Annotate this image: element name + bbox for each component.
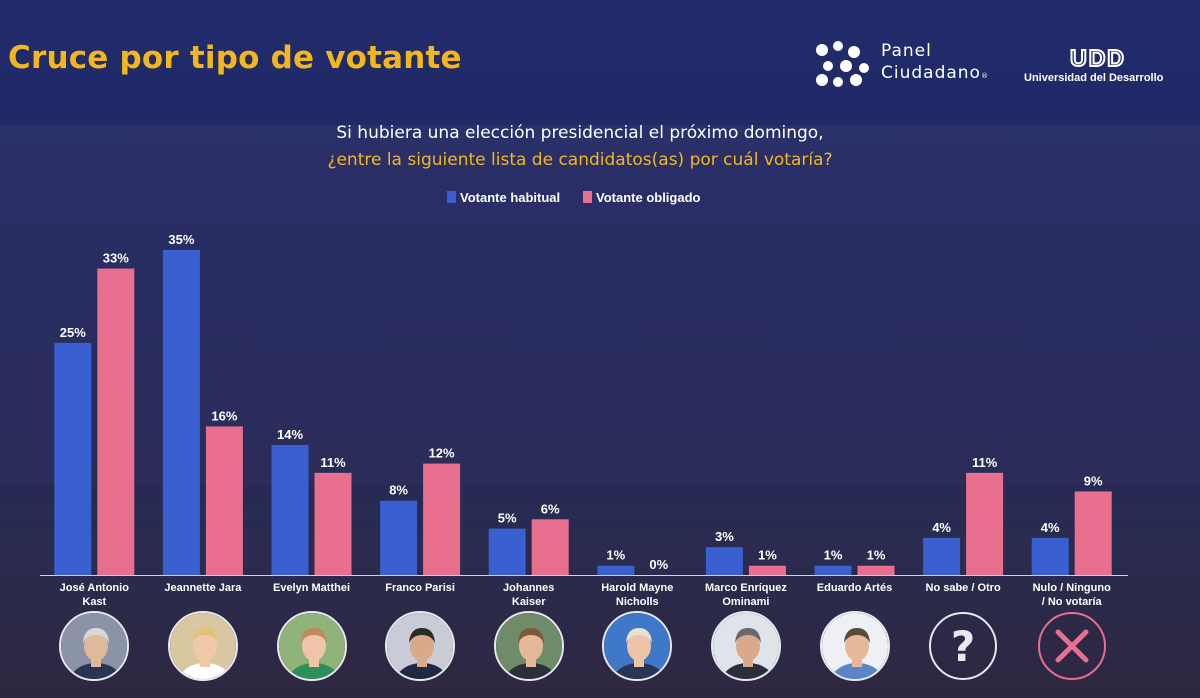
data-label-habitual: 3% bbox=[715, 529, 734, 544]
data-label-habitual: 25% bbox=[60, 325, 86, 340]
bar-habitual bbox=[1031, 537, 1069, 575]
bar-habitual bbox=[54, 342, 92, 575]
data-label-obligado: 6% bbox=[541, 501, 560, 516]
question-line-1: Si hubiera una elección presidencial el … bbox=[336, 123, 824, 143]
data-label-habitual: 5% bbox=[498, 511, 517, 526]
legend-label-obligado: Votante obligado bbox=[596, 190, 701, 205]
bar-habitual bbox=[162, 250, 200, 575]
data-label-habitual: 1% bbox=[824, 548, 843, 563]
bar-habitual bbox=[380, 500, 418, 575]
bar-obligado bbox=[1074, 491, 1112, 575]
person-photo-icon bbox=[602, 611, 673, 681]
category-label: / No votaría bbox=[1042, 596, 1103, 608]
category-label: José Antonio bbox=[60, 582, 130, 594]
data-label-obligado: 16% bbox=[211, 408, 237, 423]
data-label-obligado: 33% bbox=[103, 251, 129, 266]
panel-ciudadano-logo-icon bbox=[816, 41, 869, 87]
bar-habitual bbox=[271, 445, 309, 575]
category-label: Jeannette Jara bbox=[164, 582, 242, 594]
bar-habitual bbox=[488, 528, 526, 575]
category-label: Harold Mayne bbox=[601, 582, 673, 594]
bar-obligado bbox=[423, 463, 461, 575]
svg-text:?: ? bbox=[951, 622, 975, 671]
bar-obligado bbox=[531, 519, 569, 575]
data-label-obligado: 11% bbox=[972, 455, 998, 470]
data-label-obligado: 0% bbox=[649, 557, 668, 572]
bar-habitual bbox=[814, 565, 852, 575]
category-label: Nulo / Ninguno bbox=[1033, 582, 1111, 594]
bar-obligado bbox=[314, 472, 352, 575]
category-label: Kaiser bbox=[512, 596, 546, 608]
category-label: Evelyn Matthei bbox=[273, 582, 350, 594]
category-label: Ominami bbox=[722, 596, 769, 608]
category-label: Eduardo Artés bbox=[817, 582, 892, 594]
cross-icon bbox=[1037, 611, 1107, 681]
data-label-habitual: 35% bbox=[168, 232, 194, 247]
person-photo-icon bbox=[167, 611, 238, 681]
grouped-bar-chart: Votante habitual Votante obligado 25% 33% Jo… bbox=[40, 190, 1128, 608]
bar-habitual bbox=[923, 537, 961, 575]
question-line-2: ¿entre la siguiente lista de candidatos(… bbox=[327, 150, 833, 170]
person-photo-icon bbox=[819, 611, 890, 681]
panel-ciudadano-logo-text: Panel Ciudadano® bbox=[881, 40, 988, 87]
legend-swatch-obligado bbox=[583, 191, 592, 203]
data-label-obligado: 9% bbox=[1084, 473, 1103, 488]
category-label: No sabe / Otro bbox=[926, 582, 1001, 594]
person-photo-icon bbox=[59, 611, 130, 681]
person-photo-icon bbox=[493, 611, 564, 681]
bar-habitual bbox=[597, 565, 635, 575]
legend-label-habitual: Votante habitual bbox=[460, 190, 560, 205]
category-label: Kast bbox=[82, 596, 106, 608]
udd-name: Universidad del Desarrollo bbox=[1024, 72, 1164, 84]
data-label-habitual: 8% bbox=[389, 483, 408, 498]
data-label-habitual: 14% bbox=[277, 427, 303, 442]
page-title: Cruce por tipo de votante bbox=[8, 40, 462, 76]
legend-swatch-habitual bbox=[447, 191, 456, 203]
category-label: Marco Enríquez bbox=[705, 582, 787, 594]
data-label-obligado: 12% bbox=[429, 446, 455, 461]
palace-background-image bbox=[0, 125, 1200, 485]
bar-obligado bbox=[205, 426, 243, 575]
bar-obligado bbox=[857, 565, 895, 575]
registered-mark: ® bbox=[980, 72, 988, 80]
udd-logo-text: UDD bbox=[1070, 46, 1126, 68]
person-photo-icon bbox=[385, 611, 456, 681]
data-label-habitual: 1% bbox=[606, 548, 625, 563]
udd-logo: UDD bbox=[1069, 46, 1126, 68]
logo-line-1: Panel bbox=[881, 41, 932, 61]
bar-obligado bbox=[748, 565, 786, 575]
question-mark-icon: ? bbox=[928, 611, 998, 681]
category-label: Nicholls bbox=[616, 596, 659, 608]
data-label-habitual: 4% bbox=[932, 520, 951, 535]
bar-habitual bbox=[705, 547, 743, 575]
bar-obligado bbox=[97, 268, 135, 575]
data-label-obligado: 11% bbox=[320, 455, 346, 470]
data-label-habitual: 4% bbox=[1041, 520, 1060, 535]
person-photo-icon bbox=[276, 611, 347, 681]
category-label: Johannes bbox=[503, 582, 554, 594]
category-label: Franco Parisi bbox=[385, 582, 455, 594]
data-label-obligado: 1% bbox=[758, 548, 777, 563]
logo-line-2: Ciudadano bbox=[881, 63, 981, 83]
person-photo-icon bbox=[710, 611, 781, 681]
bar-obligado bbox=[966, 472, 1004, 575]
data-label-obligado: 1% bbox=[867, 548, 886, 563]
